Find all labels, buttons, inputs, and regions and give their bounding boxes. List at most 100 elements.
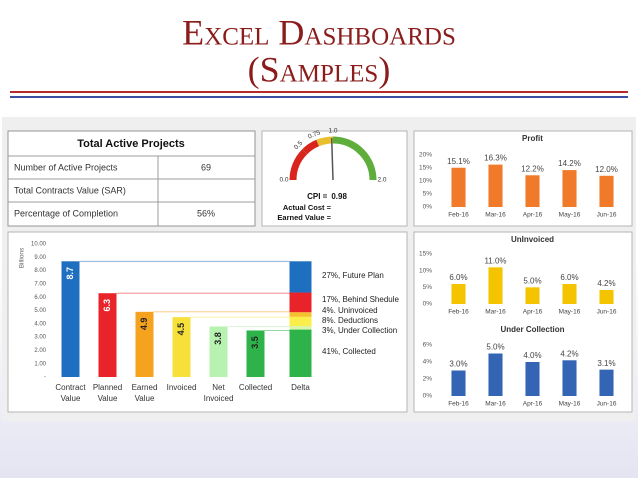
delta-segment: [289, 326, 312, 330]
slide-title: Excel Dashboards: [182, 12, 456, 52]
chart-title: UnInvoiced: [511, 235, 554, 244]
delta-label: 4%. Uninvoiced: [322, 306, 378, 315]
y-tick-label: 7.00: [34, 281, 46, 287]
bar: [451, 167, 466, 207]
delta-label: 27%, Future Plan: [322, 271, 384, 280]
gauge-band: [302, 139, 320, 155]
gauge-box: [261, 130, 408, 227]
gauge-needle: [330, 137, 334, 181]
bar: [488, 267, 503, 304]
gauge-tick-label: 0.5: [293, 140, 305, 152]
x-tick-label: Apr-16: [523, 212, 543, 219]
x-tick-label: Contract Value: [55, 383, 86, 403]
gauge-band: [316, 136, 334, 147]
gauge-value: CPI = 0.98: [307, 192, 347, 201]
value-label: 16.3%: [484, 154, 507, 163]
bar: [599, 175, 614, 207]
y-tick-label: 4%: [423, 359, 433, 366]
bar: [209, 326, 228, 377]
value-label: 14.2%: [558, 159, 581, 168]
x-tick-label: Earned Value: [132, 383, 158, 403]
gauge-value-number: 0.98: [331, 192, 347, 201]
y-tick-label: 5%: [423, 284, 433, 291]
delta-segment: [289, 329, 312, 377]
y-tick-label: 2.00: [34, 348, 46, 354]
value-label: 12.0%: [595, 165, 618, 174]
y-tick-label: 0%: [423, 301, 433, 308]
delta-label: 41%, Collected: [322, 347, 376, 356]
y-tick-label: 4.00: [34, 321, 46, 327]
value-label: 4.0%: [523, 351, 541, 360]
table-label: Number of Active Projects: [14, 162, 118, 172]
bar: [599, 369, 614, 396]
x-tick-label: Invoiced: [167, 383, 197, 392]
value-label: 5.0%: [486, 343, 504, 352]
y-tick-label: 2%: [423, 376, 433, 383]
x-tick-label: Feb-16: [448, 212, 469, 219]
delta-segment: [289, 312, 312, 317]
annotation: Actual Cost =: [283, 203, 332, 212]
slide-title: (Samples): [248, 49, 391, 89]
gauge-label: CPI =: [307, 192, 328, 201]
bar: [98, 293, 117, 377]
x-tick-label: Mar-16: [485, 309, 506, 316]
value-label: 6.0%: [449, 273, 467, 282]
x-tick-label: Jun-16: [597, 212, 617, 219]
value-label: 5.0%: [523, 276, 541, 285]
value-label: 4.2%: [560, 349, 578, 358]
value-label: 15.1%: [447, 157, 470, 166]
y-tick-label: 6%: [423, 342, 433, 349]
chart-title: Under Collection: [500, 325, 564, 334]
delta-segment: [289, 261, 312, 293]
y-tick-label: 20%: [419, 152, 432, 159]
delta-segment: [289, 292, 312, 313]
value-label: 6.0%: [560, 273, 578, 282]
x-tick-label: Delta: [291, 383, 310, 392]
chart-title: Profit: [522, 134, 543, 143]
x-tick-label: May-16: [559, 309, 581, 316]
value-label: 3.0%: [449, 360, 467, 369]
bar: [525, 287, 540, 304]
y-tick-label: 3.00: [34, 335, 46, 341]
value-label: 4.2%: [597, 279, 615, 288]
x-tick-label: Apr-16: [523, 401, 543, 408]
y-axis-title: Billions: [19, 247, 26, 268]
gauge-tick-label: 0.75: [307, 129, 322, 140]
value-label: 4.9: [139, 318, 149, 331]
bar: [61, 261, 80, 377]
y-tick-label: 8.00: [34, 268, 46, 274]
x-tick-label: Feb-16: [448, 309, 469, 316]
table-value: 69: [201, 162, 211, 172]
y-tick-label: 10.00: [31, 242, 47, 248]
y-tick-label: 0%: [423, 204, 433, 211]
y-tick-label: -: [44, 375, 46, 381]
table-header: Total Active Projects: [77, 138, 185, 150]
value-label: 12.2%: [521, 164, 544, 173]
summary-table: Total Active Projects Number of Active P…: [7, 130, 256, 227]
bar: [562, 360, 577, 396]
bar: [525, 175, 540, 207]
table-value: 56%: [197, 208, 215, 218]
chart-box: [413, 231, 633, 413]
y-tick-label: 10%: [419, 178, 432, 185]
y-tick-label: 10%: [419, 267, 432, 274]
y-tick-label: 0%: [423, 393, 433, 400]
gauge-tick-label: 1.0: [328, 128, 337, 135]
x-tick-label: Mar-16: [485, 401, 506, 408]
bar: [451, 370, 466, 396]
table-cell: [157, 201, 256, 227]
y-tick-label: 15%: [419, 251, 432, 258]
x-tick-label: Planned Value: [93, 383, 122, 403]
table-label: Percentage of Completion: [14, 208, 118, 218]
gauge-tick-label: 2.0: [377, 177, 386, 184]
x-tick-label: Jun-16: [597, 309, 617, 316]
bar: [562, 170, 577, 207]
bar: [451, 284, 466, 304]
x-tick-label: May-16: [559, 212, 581, 219]
bar: [562, 284, 577, 304]
x-tick-label: Mar-16: [485, 212, 506, 219]
x-tick-label: Apr-16: [523, 309, 543, 316]
delta-segment: [289, 316, 312, 327]
y-tick-label: 9.00: [34, 255, 46, 261]
